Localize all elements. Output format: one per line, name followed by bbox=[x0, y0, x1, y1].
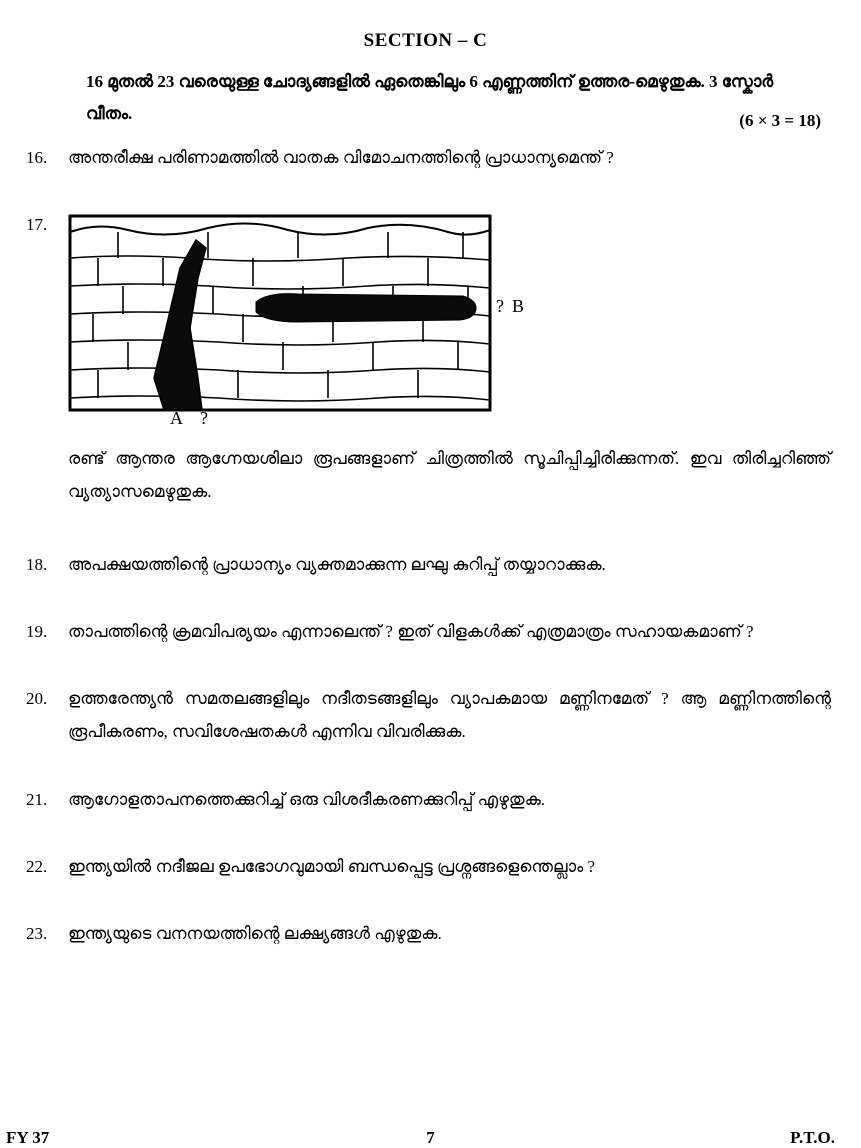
question-number: 22. bbox=[20, 850, 68, 883]
question-text: രണ്ട് ആന്തര ആഗ്നേയശിലാ രൂപങ്ങളാണ് ചിത്രത… bbox=[68, 442, 831, 508]
diagram-label-a-q: ? bbox=[200, 408, 208, 428]
question-text: ആഗോളതാപനത്തെക്കുറിച്ച് ഒരു വിശദീകരണക്കുറ… bbox=[68, 783, 831, 816]
page-number: 7 bbox=[426, 1128, 435, 1148]
question-number: 20. bbox=[20, 682, 68, 748]
question-number: 17. bbox=[20, 208, 68, 508]
question-text: ഇന്ത്യയുടെ വനനയത്തിന്റെ ലക്ഷ്യങ്ങൾ എഴുതു… bbox=[68, 917, 831, 950]
question-number: 16. bbox=[20, 141, 68, 174]
question-21: 21. ആഗോളതാപനത്തെക്കുറിച്ച് ഒരു വിശദീകരണക… bbox=[20, 783, 831, 816]
diagram-label-b: B bbox=[512, 296, 524, 316]
question-19: 19. താപത്തിന്റെ ക്രമവിപര്യയം എന്നാലെന്ത്… bbox=[20, 615, 831, 648]
question-23: 23. ഇന്ത്യയുടെ വനനയത്തിന്റെ ലക്ഷ്യങ്ങൾ എ… bbox=[20, 917, 831, 950]
question-17: 17. bbox=[20, 208, 831, 508]
question-text: താപത്തിന്റെ ക്രമവിപര്യയം എന്നാലെന്ത് ? ഇ… bbox=[68, 615, 831, 648]
question-16: 16. അന്തരീക്ഷ പരിണാമത്തിൽ വാതക വിമോചനത്ത… bbox=[20, 141, 831, 174]
section-title: SECTION – C bbox=[20, 30, 831, 52]
question-text: അന്തരീക്ഷ പരിണാമത്തിൽ വാതക വിമോചനത്തിന്റ… bbox=[68, 141, 831, 174]
diagram-label-b-q: ? bbox=[496, 296, 504, 316]
question-20: 20. ഉത്തരേന്ത്യൻ സമതലങ്ങളിലും നദീതടങ്ങളി… bbox=[20, 682, 831, 748]
question-text: ഇന്ത്യയിൽ നദീജല ഉപഭോഗവുമായി ബന്ധപ്പെട്ട … bbox=[68, 850, 831, 883]
diagram-label-a: A bbox=[170, 408, 183, 428]
question-22: 22. ഇന്ത്യയിൽ നദീജല ഉപഭോഗവുമായി ബന്ധപ്പെ… bbox=[20, 850, 831, 883]
question-18: 18. അപക്ഷയത്തിന്റെ പ്രാധാന്യം വ്യക്തമാക്… bbox=[20, 548, 831, 581]
question-number: 23. bbox=[20, 917, 68, 950]
question-text: അപക്ഷയത്തിന്റെ പ്രാധാന്യം വ്യക്തമാക്കുന്… bbox=[68, 548, 831, 581]
rock-intrusion-diagram: A ? ? B bbox=[68, 208, 831, 428]
section-marks: (6 × 3 = 18) bbox=[20, 111, 821, 131]
question-number: 21. bbox=[20, 783, 68, 816]
question-number: 18. bbox=[20, 548, 68, 581]
question-number: 19. bbox=[20, 615, 68, 648]
pto-label: P.T.O. bbox=[790, 1128, 835, 1148]
paper-code: FY 37 bbox=[6, 1128, 49, 1148]
question-text: ഉത്തരേന്ത്യൻ സമതലങ്ങളിലും നദീതടങ്ങളിലും … bbox=[68, 682, 831, 748]
